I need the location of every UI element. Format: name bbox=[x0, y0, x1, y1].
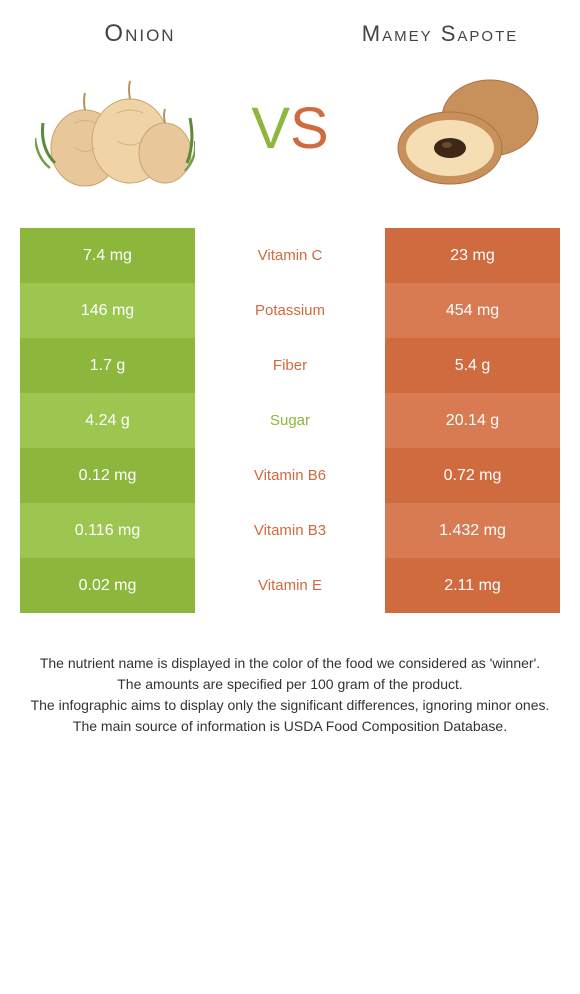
right-value: 5.4 g bbox=[385, 338, 560, 393]
nutrient-row: 4.24 gSugar20.14 g bbox=[20, 393, 560, 448]
nutrient-row: 7.4 mgVitamin C23 mg bbox=[20, 228, 560, 283]
nutrient-label: Sugar bbox=[195, 393, 385, 448]
left-food-title: Onion bbox=[40, 20, 240, 48]
right-value: 454 mg bbox=[385, 283, 560, 338]
header: Onion Mamey Sapote bbox=[0, 0, 580, 58]
nutrient-label: Vitamin B3 bbox=[195, 503, 385, 558]
vs-s: S bbox=[290, 96, 329, 161]
right-value: 20.14 g bbox=[385, 393, 560, 448]
left-value: 0.116 mg bbox=[20, 503, 195, 558]
nutrient-row: 146 mgPotassium454 mg bbox=[20, 283, 560, 338]
left-value: 146 mg bbox=[20, 283, 195, 338]
left-value: 0.02 mg bbox=[20, 558, 195, 613]
nutrient-label: Fiber bbox=[195, 338, 385, 393]
left-value: 0.12 mg bbox=[20, 448, 195, 503]
nutrient-label: Vitamin B6 bbox=[195, 448, 385, 503]
right-food-image bbox=[380, 58, 550, 198]
nutrient-row: 0.02 mgVitamin E2.11 mg bbox=[20, 558, 560, 613]
mamey-icon bbox=[385, 63, 545, 193]
footnote-line: The infographic aims to display only the… bbox=[20, 695, 560, 716]
right-value: 2.11 mg bbox=[385, 558, 560, 613]
nutrient-label: Vitamin C bbox=[195, 228, 385, 283]
footnote-line: The amounts are specified per 100 gram o… bbox=[20, 674, 560, 695]
right-food-title: Mamey Sapote bbox=[340, 22, 540, 46]
left-value: 4.24 g bbox=[20, 393, 195, 448]
nutrient-table: 7.4 mgVitamin C23 mg146 mgPotassium454 m… bbox=[20, 228, 560, 613]
left-value: 1.7 g bbox=[20, 338, 195, 393]
left-food-image bbox=[30, 58, 200, 198]
nutrient-row: 1.7 gFiber5.4 g bbox=[20, 338, 560, 393]
vs-label: VS bbox=[251, 95, 328, 162]
right-value: 23 mg bbox=[385, 228, 560, 283]
footnotes: The nutrient name is displayed in the co… bbox=[20, 653, 560, 737]
nutrient-row: 0.116 mgVitamin B31.432 mg bbox=[20, 503, 560, 558]
onion-icon bbox=[35, 63, 195, 193]
right-value: 0.72 mg bbox=[385, 448, 560, 503]
footnote-line: The main source of information is USDA F… bbox=[20, 716, 560, 737]
nutrient-row: 0.12 mgVitamin B60.72 mg bbox=[20, 448, 560, 503]
right-value: 1.432 mg bbox=[385, 503, 560, 558]
footnote-line: The nutrient name is displayed in the co… bbox=[20, 653, 560, 674]
nutrient-label: Potassium bbox=[195, 283, 385, 338]
left-value: 7.4 mg bbox=[20, 228, 195, 283]
vs-row: VS bbox=[0, 58, 580, 228]
vs-v: V bbox=[251, 96, 290, 161]
nutrient-label: Vitamin E bbox=[195, 558, 385, 613]
